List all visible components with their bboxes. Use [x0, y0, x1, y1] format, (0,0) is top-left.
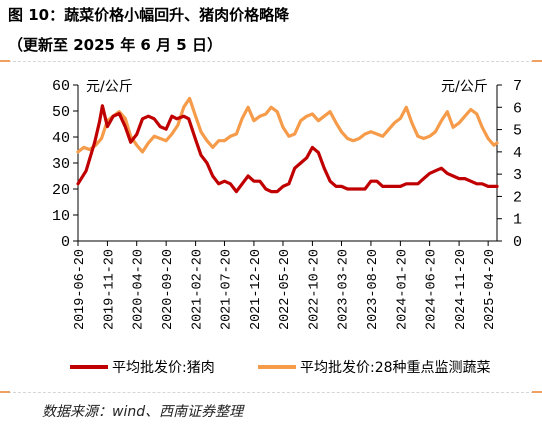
x-tick-label: 2020-09-20 — [161, 249, 176, 330]
series — [76, 96, 499, 194]
x-tick-label: 2021-07-20 — [219, 249, 234, 330]
data-source-note: 数据来源：wind、西南证券整理 — [42, 404, 244, 420]
right-axis-unit-label: 元/公斤 — [441, 79, 488, 95]
x-tick-label: 2020-04-20 — [132, 249, 147, 330]
top-divider-right-accent — [532, 60, 542, 62]
x-ticks: 2019-06-20 2019-11-20 2020-04-20 2020-09-20… — [73, 241, 498, 330]
left-y-ticks: 0 10 20 30 40 50 60 — [52, 78, 78, 251]
chart-title: 图 10：蔬菜价格小幅回升、猪肉价格略降 — [8, 6, 290, 24]
legend: 平均批发价:猪肉 平均批发价:28种重点监测蔬菜 — [70, 360, 491, 376]
x-tick-label: 2019-11-20 — [102, 249, 117, 330]
right-y-tick-label: 6 — [513, 100, 522, 117]
left-y-tick-label: 0 — [61, 234, 70, 251]
x-tick-label: 2021-12-20 — [249, 249, 264, 330]
left-y-tick-label: 20 — [52, 182, 70, 199]
x-tick-label: 2022-10-20 — [307, 249, 322, 330]
right-y-tick-label: 3 — [513, 167, 522, 184]
x-tick-label: 2025-04-20 — [483, 249, 498, 330]
left-axis-unit-label: 元/公斤 — [86, 79, 133, 95]
legend-label-vegetable: 平均批发价:28种重点监测蔬菜 — [300, 360, 491, 376]
right-y-ticks: 0 1 2 3 4 5 6 7 — [497, 78, 522, 251]
x-tick-label: 2024-01-20 — [395, 249, 410, 330]
left-y-tick-label: 30 — [52, 156, 70, 173]
x-tick-label: 2024-06-20 — [425, 249, 440, 330]
chart-subtitle: （更新至 2025 年 6 月 5 日） — [8, 36, 222, 54]
right-y-tick-label: 7 — [513, 78, 522, 95]
left-y-tick-label: 40 — [52, 130, 70, 147]
right-y-tick-label: 1 — [513, 212, 522, 229]
x-tick-label: 2021-02-20 — [191, 249, 206, 330]
bottom-divider-left-accent — [0, 391, 10, 393]
right-y-tick-label: 5 — [513, 123, 522, 140]
bottom-divider-right-accent — [532, 391, 542, 393]
top-divider — [8, 61, 534, 62]
vegetable-price-line — [76, 96, 499, 154]
top-divider-left-accent — [0, 60, 10, 62]
left-y-tick-label: 60 — [52, 78, 70, 95]
legend-label-pork: 平均批发价:猪肉 — [112, 360, 215, 376]
left-y-tick-label: 50 — [52, 104, 70, 121]
dual-axis-line-chart: 0 10 20 30 40 50 60 0 1 2 3 4 5 6 7 2019-06-20 2019-11… — [52, 78, 522, 376]
x-tick-label: 2023-08-20 — [366, 249, 381, 330]
x-tick-label: 2022-05-20 — [278, 249, 293, 330]
right-y-tick-label: 2 — [513, 189, 522, 206]
x-tick-label: 2023-03-20 — [336, 249, 351, 330]
pork-price-line — [76, 104, 499, 194]
axes: 0 10 20 30 40 50 60 0 1 2 3 4 5 6 7 2019-06-20 2019-11… — [52, 78, 522, 330]
x-tick-label: 2024-11-20 — [454, 249, 469, 330]
x-tick-label: 2019-06-20 — [73, 249, 88, 330]
left-y-tick-label: 10 — [52, 208, 70, 225]
bottom-divider — [8, 392, 534, 393]
right-y-tick-label: 0 — [513, 234, 522, 251]
right-y-tick-label: 4 — [513, 145, 522, 162]
